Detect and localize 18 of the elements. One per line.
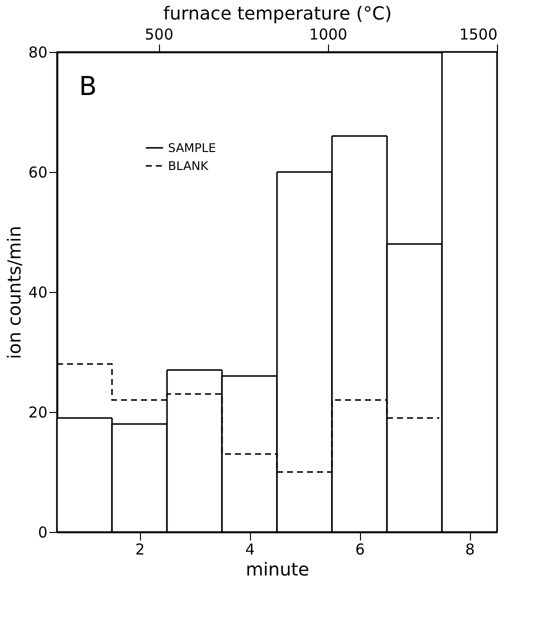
x-tick-label: 6	[355, 540, 365, 558]
y-axis-title: ion counts/min	[4, 226, 26, 360]
x2-tick-label: 1500	[459, 26, 498, 44]
y-tick-label: 60	[28, 164, 48, 182]
annotation: B	[79, 72, 97, 102]
legend-label: BLANK	[168, 158, 210, 173]
x-tick-label: 4	[245, 540, 255, 558]
x2-axis-title: furnace temperature (°C)	[163, 4, 392, 24]
x-tick-label: 2	[135, 540, 145, 558]
legend-label: SAMPLE	[168, 140, 216, 155]
x2-tick-label: 500	[144, 26, 174, 44]
y-tick-label: 40	[28, 284, 48, 302]
x2-tick-label: 1000	[309, 26, 348, 44]
y-tick-label: 0	[38, 524, 48, 542]
y-tick-label: 20	[28, 404, 48, 422]
x-tick-label: 8	[465, 540, 475, 558]
y-tick-label: 80	[28, 44, 48, 62]
x-axis-title: minute	[246, 560, 310, 580]
